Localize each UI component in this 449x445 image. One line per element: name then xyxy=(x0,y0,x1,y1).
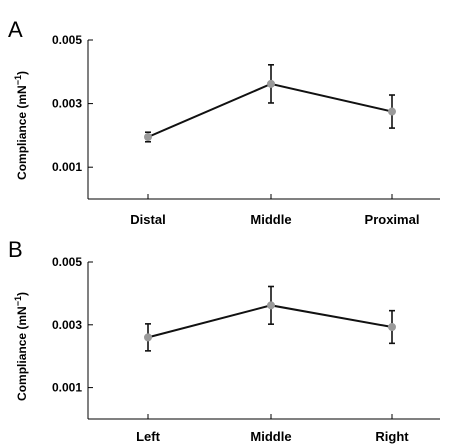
chart-panel-a: A 0.001 0.003 0.005 Distal Middle Proximal Comp… xyxy=(8,17,440,227)
y-tick-label: 0.001 xyxy=(52,381,82,395)
y-tick-label: 0.003 xyxy=(52,318,82,332)
x-tick-label: Middle xyxy=(250,212,291,227)
data-point xyxy=(388,107,396,116)
data-point xyxy=(144,132,152,141)
x-tick-label: Left xyxy=(136,429,161,444)
y-tick-label: 0.001 xyxy=(52,160,82,174)
data-point xyxy=(267,79,275,88)
x-tick-label: Right xyxy=(375,429,409,444)
series-line xyxy=(147,82,393,138)
chart-panel-b: B 0.001 0.003 0.005 Left Middle Right Complianc… xyxy=(8,237,440,444)
x-tick-label: Proximal xyxy=(365,212,420,227)
y-tick-label: 0.005 xyxy=(52,255,82,269)
series-line xyxy=(147,304,393,339)
x-tick-label: Distal xyxy=(130,212,165,227)
y-axis-title: Compliance (mN−1) xyxy=(13,71,29,180)
data-point xyxy=(144,333,152,342)
panel-letter: B xyxy=(8,237,23,262)
x-tick-label: Middle xyxy=(250,429,291,444)
y-tick-label: 0.005 xyxy=(52,33,82,47)
data-point xyxy=(388,322,396,331)
y-axis-title: Compliance (mN−1) xyxy=(13,292,29,401)
panel-letter: A xyxy=(8,17,23,42)
y-tick-label: 0.003 xyxy=(52,97,82,111)
data-point xyxy=(267,301,275,310)
